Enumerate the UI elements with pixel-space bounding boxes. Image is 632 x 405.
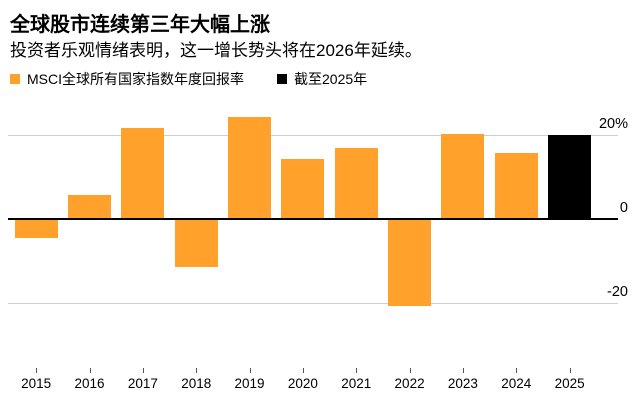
x-axis-tick-2021 bbox=[356, 368, 358, 373]
bar-2017 bbox=[121, 127, 165, 219]
msci-series-swatch-icon bbox=[10, 74, 20, 84]
legend-label-msci: MSCI全球所有国家指数年度回报率 bbox=[27, 71, 244, 87]
x-axis-label-2015: 2015 bbox=[21, 376, 52, 391]
page-title: 全球股市连续第三年大幅上涨 bbox=[10, 14, 270, 36]
bar-2024 bbox=[494, 152, 538, 219]
x-axis-tick-2025 bbox=[569, 368, 571, 373]
x-axis-tick-2024 bbox=[516, 368, 518, 373]
x-axis-label-2024: 2024 bbox=[501, 376, 532, 391]
x-axis-label-2021: 2021 bbox=[341, 376, 372, 391]
x-axis-label-2025: 2025 bbox=[554, 376, 585, 391]
x-axis-tick-2018 bbox=[196, 368, 198, 373]
legend-label-ytd: 截至2025年 bbox=[294, 71, 368, 87]
x-axis-label-2017: 2017 bbox=[127, 376, 158, 391]
zero-axis-line bbox=[8, 218, 618, 220]
x-axis-tick-2023 bbox=[462, 368, 464, 373]
x-axis-label-2019: 2019 bbox=[234, 376, 265, 391]
x-axis-label-2023: 2023 bbox=[447, 376, 478, 391]
ytd-series-swatch-icon bbox=[277, 74, 287, 84]
x-axis-tick-2015 bbox=[36, 368, 38, 373]
y-axis-label--20: -20 bbox=[607, 284, 628, 301]
bar-2020 bbox=[281, 158, 325, 219]
bar-2021 bbox=[334, 148, 378, 219]
bar-2025 bbox=[548, 134, 592, 219]
bar-2016 bbox=[68, 195, 112, 219]
x-axis-tick-2022 bbox=[409, 368, 411, 373]
bar-2019 bbox=[228, 117, 272, 219]
x-axis-label-2020: 2020 bbox=[287, 376, 318, 391]
y-axis-label-20: 20% bbox=[598, 115, 628, 132]
x-axis-label-2022: 2022 bbox=[394, 376, 425, 391]
legend-item-ytd: 截至2025年 bbox=[277, 69, 367, 89]
x-axis-tick-2016 bbox=[89, 368, 91, 373]
y-axis-label-0: 0 bbox=[619, 200, 628, 216]
page-subtitle: 投资者乐观情绪表明，这一增长势头将在2026年延续。 bbox=[10, 41, 422, 60]
bar-2023 bbox=[441, 134, 485, 219]
x-axis-tick-2017 bbox=[142, 368, 144, 373]
x-axis-label-2016: 2016 bbox=[74, 376, 105, 391]
x-axis-tick-2019 bbox=[249, 368, 251, 373]
bar-2022 bbox=[388, 220, 432, 306]
bar-2018 bbox=[174, 220, 218, 268]
bar-2015 bbox=[14, 220, 58, 239]
gridline--20 bbox=[8, 303, 618, 304]
x-axis-label-2018: 2018 bbox=[181, 376, 212, 391]
bar-chart: 20% 0 -20 2015 2016 2017 2018 2019 2020 2021 2022 2… bbox=[0, 100, 632, 405]
chart-legend: MSCI全球所有国家指数年度回报率 截至2025年 bbox=[10, 69, 367, 89]
x-axis-tick-2020 bbox=[302, 368, 304, 373]
legend-item-msci: MSCI全球所有国家指数年度回报率 bbox=[10, 69, 244, 89]
gridline-20 bbox=[8, 135, 618, 136]
